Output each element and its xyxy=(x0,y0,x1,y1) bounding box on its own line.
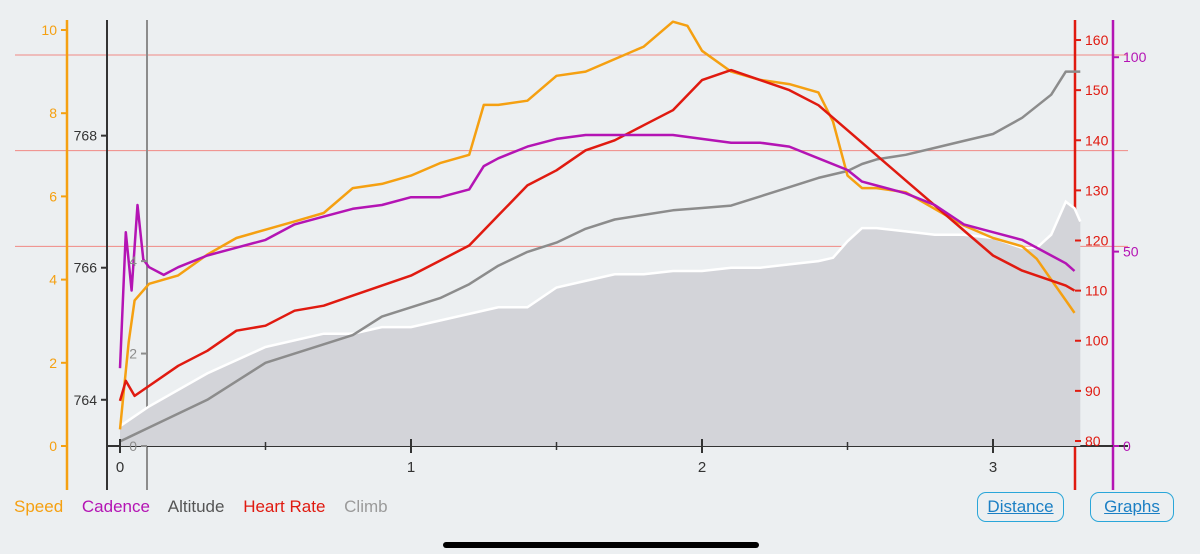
tick-label-speed-10: 10 xyxy=(41,22,57,38)
x-tick-label-0: 0 xyxy=(116,459,124,476)
legend: Speed Cadence Altitude Heart Rate Climb xyxy=(14,497,402,517)
tick-label-cadence-0: 0 xyxy=(1123,438,1131,454)
x-tick-label-2: 2 xyxy=(698,459,706,476)
tick-label-climb-0: 0 xyxy=(129,438,137,454)
tick-label-climb-4: 4 xyxy=(129,253,137,269)
x-tick-label-1: 1 xyxy=(407,459,415,476)
tick-label-speed-4: 4 xyxy=(49,272,57,288)
tick-label-heart_rate-140: 140 xyxy=(1085,132,1109,148)
legend-climb: Climb xyxy=(344,497,388,516)
tick-label-altitude-766: 766 xyxy=(74,260,98,276)
tick-label-cadence-100: 100 xyxy=(1123,49,1147,65)
legend-cadence: Cadence xyxy=(81,497,150,516)
tick-label-cadence-50: 50 xyxy=(1123,244,1139,260)
tick-label-heart_rate-120: 120 xyxy=(1085,233,1109,249)
distance-button[interactable]: Distance xyxy=(977,492,1064,522)
tick-label-heart_rate-100: 100 xyxy=(1085,333,1109,349)
tick-label-climb-2: 2 xyxy=(129,346,137,362)
tick-label-speed-6: 6 xyxy=(49,188,57,204)
series-speed-line xyxy=(118,20,1076,430)
tick-label-speed-8: 8 xyxy=(49,105,57,121)
altitude-area xyxy=(120,201,1081,446)
tick-label-altitude-768: 768 xyxy=(74,128,98,144)
tick-label-heart_rate-90: 90 xyxy=(1085,383,1101,399)
legend-heart-rate: Heart Rate xyxy=(243,497,326,516)
series-climb-line xyxy=(119,70,1081,443)
graphs-button[interactable]: Graphs xyxy=(1090,492,1174,522)
tick-label-heart_rate-150: 150 xyxy=(1085,82,1109,98)
tick-label-heart_rate-110: 110 xyxy=(1085,283,1108,299)
tick-label-speed-2: 2 xyxy=(49,355,57,371)
tick-label-heart_rate-80: 80 xyxy=(1085,433,1101,449)
x-tick-label-3: 3 xyxy=(989,459,997,476)
chart: 0246810764766768024809010011012013014015… xyxy=(15,20,1147,490)
tick-label-speed-0: 0 xyxy=(49,438,57,454)
home-indicator[interactable] xyxy=(443,542,759,548)
tick-label-heart_rate-130: 130 xyxy=(1085,182,1109,198)
tick-label-altitude-764: 764 xyxy=(74,392,98,408)
legend-speed: Speed xyxy=(14,497,64,516)
tick-label-heart_rate-160: 160 xyxy=(1085,32,1109,48)
series-cadence-line xyxy=(118,133,1076,369)
legend-altitude: Altitude xyxy=(167,497,225,516)
